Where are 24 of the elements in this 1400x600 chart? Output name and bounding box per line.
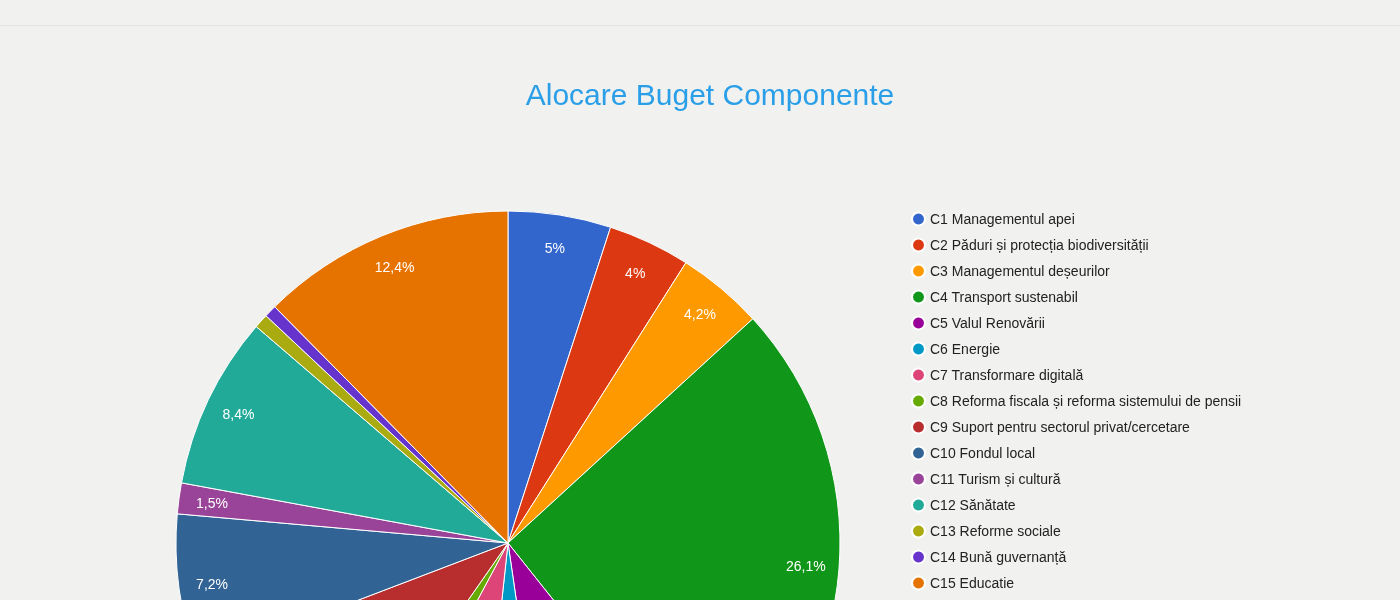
data-label: 7,2% xyxy=(196,576,229,593)
data-label: 4,2% xyxy=(683,305,716,322)
legend-label: C8 Reforma fiscala și reforma sistemului de pensii xyxy=(930,393,1242,409)
legend-label: C11 Turism și cultură xyxy=(930,471,1061,487)
legend-label: C6 Energie xyxy=(930,341,1001,357)
legend-label: C14 Bună guvernanță xyxy=(930,549,1067,565)
legend-label: C13 Reforme sociale xyxy=(930,523,1061,539)
data-label: 1,5% xyxy=(195,494,228,511)
data-label: 4% xyxy=(625,264,646,281)
legend-label: C10 Fondul local xyxy=(930,445,1036,461)
chart-title: Alocare Buget Componente xyxy=(525,77,895,111)
data-label: 8,4% xyxy=(222,406,255,423)
legend-label: C15 Educatie xyxy=(930,575,1015,591)
data-label: 12,4% xyxy=(374,258,415,275)
legend-label: C2 Păduri și protecția biodiversității xyxy=(930,237,1149,253)
legend-label: C3 Managementul deșeurilor xyxy=(930,263,1111,279)
legend-label: C1 Managementul apei xyxy=(930,211,1075,227)
legend-label: C5 Valul Renovării xyxy=(930,315,1045,331)
legend-label: C9 Suport pentru sectorul privat/cercetare xyxy=(930,419,1191,435)
data-label: 26,1% xyxy=(786,558,826,575)
data-label: 5% xyxy=(544,239,565,256)
legend-label: C12 Sănătate xyxy=(930,497,1016,513)
legend-label: C4 Transport sustenabil xyxy=(930,289,1078,305)
legend-label: C7 Transformare digitală xyxy=(930,367,1084,383)
